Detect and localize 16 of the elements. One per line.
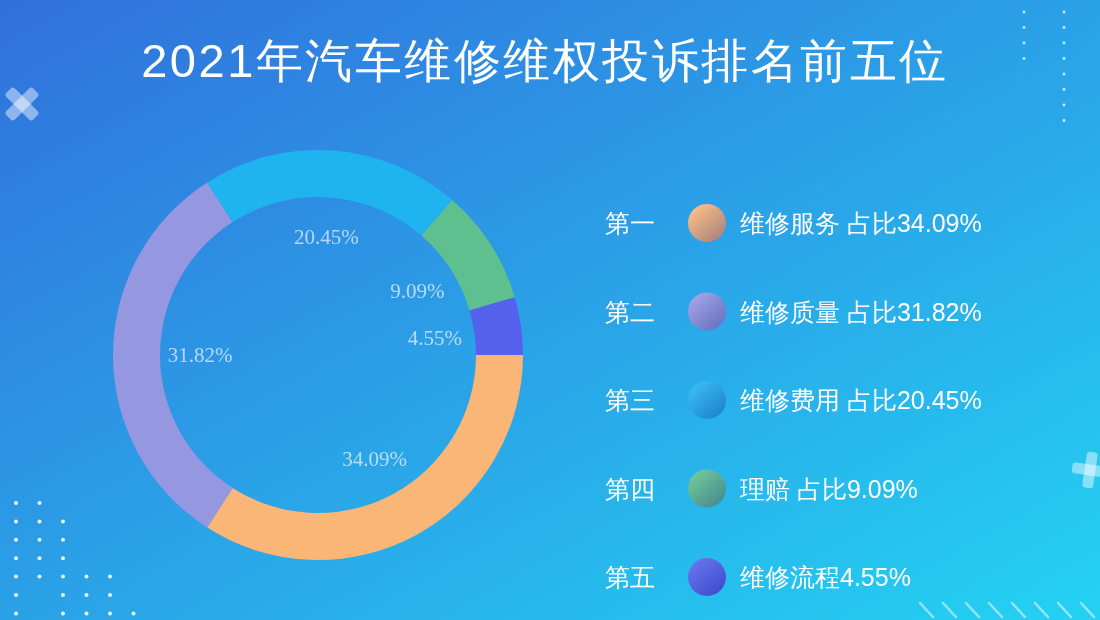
legend-label: 维修流程4.55% — [740, 563, 911, 591]
chart-title: 2021年汽车维修维权投诉排名前五位 — [141, 34, 949, 87]
legend-label: 理赔 占比9.09% — [740, 474, 918, 503]
legend-label: 维修服务 占比34.09% — [740, 209, 982, 237]
legend-label: 维修质量 占比31.82% — [740, 297, 982, 326]
legend-label: 维修费用 占比20.45% — [740, 386, 982, 414]
data-label: 31.82% — [167, 343, 233, 367]
text: 第二 — [605, 297, 655, 326]
text: 第一 — [605, 209, 655, 237]
data-label: 20.45% — [294, 225, 359, 250]
data-label: 34.09% — [342, 446, 407, 471]
text: 第四 — [605, 474, 655, 503]
data-label: 9.09% — [390, 279, 445, 304]
text: 第三 — [605, 386, 655, 414]
text: 第五 — [605, 563, 655, 591]
data-label: 4.55% — [407, 326, 462, 351]
